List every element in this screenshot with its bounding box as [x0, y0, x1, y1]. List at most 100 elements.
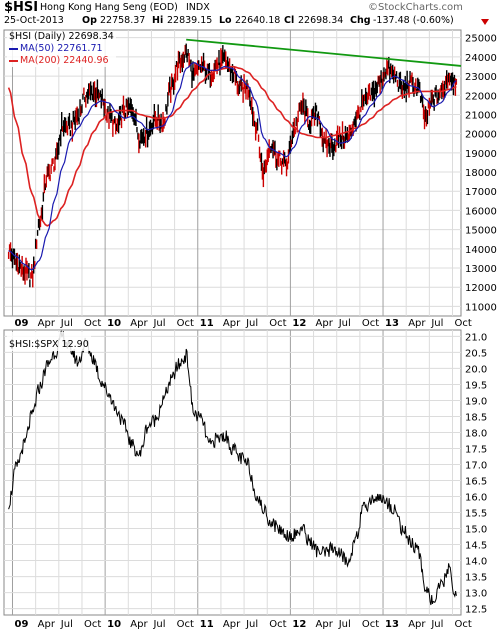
watermark: ©StockCharts.com — [368, 2, 463, 13]
ratio-ytick-label: 15.0 — [465, 525, 487, 536]
price-legend: $HSI (Daily) 22698.34 MA(50) 22761.71 MA… — [7, 31, 116, 67]
ratio-ytick-label: 17.5 — [465, 444, 487, 455]
ratio-xtick-label: Apr — [223, 619, 241, 630]
ratio-ytick-label: 13.0 — [465, 589, 487, 600]
ratio-xtick-label: Oct — [269, 619, 286, 630]
price-xtick-label: Jul — [60, 318, 73, 329]
ratio-xtick-label: 10 — [107, 619, 121, 630]
chg-label: Chg — [350, 15, 371, 26]
price-ytick-label: 14000 — [465, 245, 497, 256]
ratio-xtick-label: Jul — [245, 619, 258, 630]
ratio-xtick-label: 12 — [292, 619, 306, 630]
ratio-ytick-label: 17.0 — [465, 460, 487, 471]
price-xtick-label: Jul — [338, 318, 351, 329]
ratio-xtick-label: Jul — [430, 619, 443, 630]
ratio-panel-frame — [3, 329, 462, 616]
ratio-xtick-label: Jul — [60, 619, 73, 630]
ratio-xtick-label: Oct — [362, 619, 379, 630]
ratio-ytick-label: 16.0 — [465, 493, 487, 504]
price-ytick-label: 13000 — [465, 264, 497, 275]
price-ytick-label: 11000 — [465, 302, 497, 313]
ratio-xtick-label: 13 — [385, 619, 399, 630]
price-ytick-label: 15000 — [465, 226, 497, 237]
price-ytick-label: 19000 — [465, 149, 497, 160]
resistance-trendline — [186, 38, 462, 67]
ratio-xtick-label: Jul — [338, 619, 351, 630]
ratio-grid — [4, 330, 461, 615]
price-xtick-label: Apr — [130, 318, 148, 329]
ratio-ytick-label: 14.0 — [465, 557, 487, 568]
price-xtick-label: Apr — [38, 318, 56, 329]
price-ytick-label: 23000 — [465, 72, 497, 83]
legend-ma50: MA(50) 22761.71 — [9, 43, 114, 55]
ratio-xtick-label: Apr — [316, 619, 334, 630]
ratio-ytick-label: 12.5 — [465, 605, 487, 616]
down-arrow-icon — [481, 19, 489, 25]
price-ytick-label: 22000 — [465, 91, 497, 102]
legend-ma200: MA(200) 22440.96 — [9, 55, 114, 67]
price-xtick-label: 11 — [200, 318, 214, 329]
ratio-xtick-label: Oct — [84, 619, 101, 630]
price-ytick-label: 24000 — [465, 53, 497, 64]
symbol-label: $HSI — [4, 0, 39, 15]
ma200-line — [7, 65, 457, 227]
cl-value: 22698.34 — [298, 15, 344, 26]
ratio-xtick-label: 11 — [200, 619, 214, 630]
price-xtick-label: Apr — [408, 318, 426, 329]
chart-header: $HSI Hong Kong Hang Seng (EOD) INDX ©Sto… — [0, 0, 498, 30]
ratio-xtick-label: Oct — [455, 619, 472, 630]
ratio-legend: $HSI:$SPX 12.90 — [7, 332, 91, 351]
price-xtick-label: 10 — [107, 318, 121, 329]
ratio-ytick-label: 20.0 — [465, 364, 487, 375]
price-xtick-label: 09 — [14, 318, 28, 329]
axis-labels: 11000 12000 13000 14000 15000 16000 17000 18000… — [14, 34, 496, 630]
ratio-xtick-label: 09 — [14, 619, 28, 630]
ratio-ytick-label: 14.5 — [465, 541, 487, 552]
ratio-ytick-label: 21.0 — [465, 332, 487, 343]
ratio-marks — [8, 330, 457, 606]
legend-price: $HSI (Daily) 22698.34 — [9, 31, 114, 43]
ratio-xtick-label: Apr — [408, 619, 426, 630]
ratio-xtick-label: Apr — [130, 619, 148, 630]
price-xtick-label: Oct — [84, 318, 101, 329]
price-ytick-label: 18000 — [465, 168, 497, 179]
price-xtick-label: Jul — [245, 318, 258, 329]
price-ytick-label: 21000 — [465, 110, 497, 121]
legend-ma50-swatch — [9, 47, 18, 50]
date-label: 25-Oct-2013 — [4, 15, 64, 26]
op-value: 22758.37 — [100, 15, 146, 26]
legend-price-text: $HSI (Daily) 22698.34 — [9, 31, 114, 42]
lo-value: 22640.18 — [235, 15, 281, 26]
legend-ratio-text: $HSI:$SPX 12.90 — [9, 339, 89, 350]
ratio-xtick-label: Apr — [38, 619, 56, 630]
ratio-ytick-label: 19.5 — [465, 380, 487, 391]
op-label: Op — [82, 15, 97, 26]
price-xtick-label: Oct — [177, 318, 194, 329]
legend-ma50-text: MA(50) 22761.71 — [20, 43, 103, 54]
price-ytick-label: 20000 — [465, 130, 497, 141]
ratio-xtick-label: Jul — [152, 619, 165, 630]
price-xtick-label: Oct — [269, 318, 286, 329]
index-name: Hong Kong Hang Seng (EOD) — [40, 2, 178, 13]
lo-label: Lo — [219, 15, 232, 26]
ratio-ytick-label: 20.5 — [465, 348, 487, 359]
exchange-label: INDX — [186, 2, 210, 13]
price-xtick-label: Apr — [316, 318, 334, 329]
price-xtick-label: Oct — [362, 318, 379, 329]
price-ytick-label: 16000 — [465, 206, 497, 217]
hi-label: Hi — [152, 15, 164, 26]
price-xtick-label: Oct — [455, 318, 472, 329]
ratio-ytick-label: 16.5 — [465, 477, 487, 488]
price-xtick-label: 12 — [292, 318, 306, 329]
price-xtick-label: Apr — [223, 318, 241, 329]
cl-label: Cl — [284, 15, 295, 26]
ratio-ytick-label: 13.5 — [465, 573, 487, 584]
ma50-line — [8, 61, 457, 271]
price-xtick-label: Jul — [152, 318, 165, 329]
ratio-line — [8, 330, 457, 606]
price-grid — [4, 30, 461, 316]
price-panel-frame — [3, 29, 462, 317]
legend-ma200-swatch — [9, 59, 18, 62]
